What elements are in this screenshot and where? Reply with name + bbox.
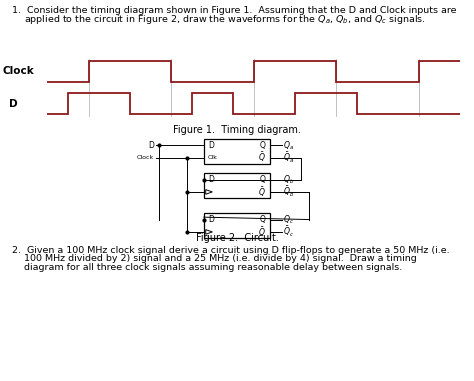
Text: $Q_c$: $Q_c$: [283, 213, 294, 226]
Text: applied to the circuit in Figure 2, draw the waveforms for the $Q_a$, $Q_b$, and: applied to the circuit in Figure 2, draw…: [12, 13, 426, 26]
Text: $\bar{Q}_a$: $\bar{Q}_a$: [283, 150, 294, 165]
Bar: [204, 213, 270, 238]
Text: 2.  Given a 100 MHz clock signal derive a circuit using D flip-flops to generate: 2. Given a 100 MHz clock signal derive a…: [12, 246, 449, 255]
Text: $\bar{Q}_b$: $\bar{Q}_b$: [283, 185, 295, 199]
Text: $\bar{Q}$: $\bar{Q}$: [258, 151, 265, 165]
Bar: [204, 139, 270, 164]
Text: D: D: [209, 215, 214, 224]
Text: Clock: Clock: [2, 66, 34, 77]
Text: D: D: [209, 141, 214, 150]
Bar: [204, 173, 270, 198]
Text: Q: Q: [260, 215, 265, 224]
Text: diagram for all three clock signals assuming reasonable delay between signals.: diagram for all three clock signals assu…: [12, 263, 402, 272]
Text: Figure 2.  Circuit.: Figure 2. Circuit.: [196, 233, 278, 243]
Text: $Q_b$: $Q_b$: [283, 173, 295, 186]
Text: D: D: [209, 175, 214, 184]
Text: D: D: [148, 141, 154, 150]
Text: $\bar{Q}_c$: $\bar{Q}_c$: [283, 225, 294, 239]
Text: $\bar{Q}$: $\bar{Q}$: [258, 225, 265, 239]
Text: Q: Q: [260, 175, 265, 184]
Text: Figure 1.  Timing diagram.: Figure 1. Timing diagram.: [173, 125, 301, 135]
Text: Clock: Clock: [137, 155, 154, 160]
Text: $Q_a$: $Q_a$: [283, 139, 294, 152]
Text: Clk: Clk: [208, 155, 218, 160]
Text: Q: Q: [260, 141, 265, 150]
Text: 100 MHz divided by 2) signal and a 25 MHz (i.e. divide by 4) signal.  Draw a tim: 100 MHz divided by 2) signal and a 25 MH…: [12, 254, 417, 263]
Text: 1.  Consider the timing diagram shown in Figure 1.  Assuming that the D and Cloc: 1. Consider the timing diagram shown in …: [12, 6, 456, 15]
Text: $\bar{Q}$: $\bar{Q}$: [258, 185, 265, 199]
Text: D: D: [9, 99, 17, 109]
